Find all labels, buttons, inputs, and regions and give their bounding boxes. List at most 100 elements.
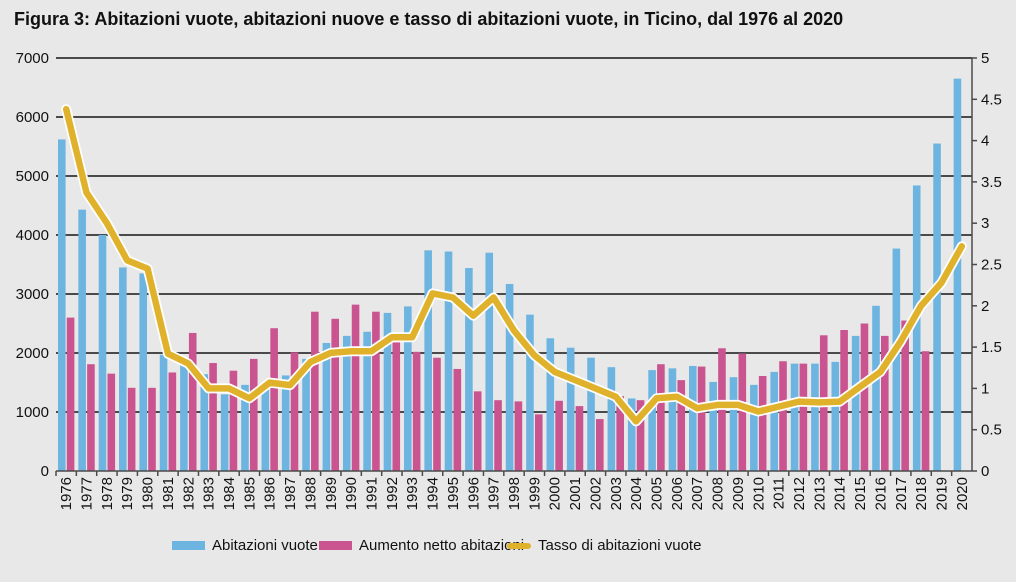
bar-abitazioni-vuote [526,314,534,471]
bar-abitazioni-vuote [220,394,229,471]
x-tick-label: 2011 [771,477,788,509]
x-tick-label: 1997 [486,477,503,510]
bar-aumento-netto [555,400,563,471]
x-tick-label: 2009 [730,477,747,510]
bar-abitazioni-vuote [648,370,656,471]
x-tick-label: 2017 [893,477,910,510]
bar-aumento-netto [657,364,665,471]
bar-aumento-netto [494,400,502,471]
bar-aumento-netto [921,351,930,471]
bar-aumento-netto [433,357,441,471]
bar-aumento-netto [779,361,787,471]
bar-aumento-netto [473,391,482,471]
bar-aumento-netto [758,376,767,471]
x-tick-label: 1978 [99,477,116,510]
bar-abitazioni-vuote [505,283,514,471]
bar-abitazioni-vuote [78,209,86,471]
x-tick-label: 1977 [79,477,96,510]
bar-abitazioni-vuote [566,347,575,471]
right-tick-label: 3 [981,215,989,232]
x-tick-label: 2018 [913,477,930,510]
bar-aumento-netto [616,396,624,471]
chart-title: Figura 3: Abitazioni vuote, abitazioni n… [14,9,844,29]
bar-aumento-netto [677,380,686,471]
bar-abitazioni-vuote [485,252,494,471]
bar-aumento-netto [514,401,523,471]
x-tick-label: 1985 [241,477,258,510]
x-tick-label: 1979 [119,477,136,510]
legend-item-tasso: Tasso di abitazioni vuote [507,537,701,554]
x-tick-label: 1989 [323,477,340,510]
x-tick-label: 2007 [689,477,706,510]
bar-abitazioni-vuote [444,251,453,471]
right-tick-label: 4.5 [981,91,1002,108]
bar-aumento-netto [412,351,421,471]
bar-abitazioni-vuote [546,338,555,471]
left-tick-label: 1000 [16,404,49,421]
x-tick-label: 1984 [221,477,238,510]
bar-aumento-netto [270,328,278,471]
right-tick-label: 5 [981,50,989,67]
bar-abitazioni-vuote [750,384,758,471]
bar-aumento-netto [901,320,909,471]
bars [57,78,962,472]
bar-aumento-netto [697,366,706,471]
bar-abitazioni-vuote [119,267,127,471]
x-tick-label: 2013 [811,477,828,510]
x-tick-label: 2016 [872,477,889,510]
legend-label: Abitazioni vuote [212,537,318,554]
bar-aumento-netto [534,414,543,471]
legend-item-abitazioni-vuote: Abitazioni vuote [172,537,318,554]
bar-aumento-netto [596,419,604,471]
right-tick-label: 1.5 [981,339,1002,356]
bar-abitazioni-vuote [811,363,819,471]
bar-abitazioni-vuote [404,306,412,471]
bar-abitazioni-vuote [627,398,636,471]
bar-aumento-netto [799,363,808,471]
bar-abitazioni-vuote [241,384,249,471]
x-tick-label: 2008 [710,477,727,510]
bar-abitazioni-vuote [668,368,677,471]
x-tick-label: 1998 [506,477,523,510]
x-tick-label: 2002 [587,477,604,510]
bar-abitazioni-vuote [689,365,697,471]
bar-abitazioni-vuote [261,387,270,471]
bar-aumento-netto [453,368,462,471]
left-tick-label: 4000 [16,227,49,244]
x-tick-label: 2019 [933,477,950,510]
left-tick-label: 2000 [16,345,49,362]
bar-abitazioni-vuote [851,335,860,471]
left-tick-label: 3000 [16,286,49,303]
bar-abitazioni-vuote [770,371,779,471]
right-tick-label: 2 [981,298,989,315]
x-tick-label: 1976 [58,477,75,510]
bar-aumento-netto [311,311,319,471]
bar-abitazioni-vuote [953,78,962,472]
bar-aumento-netto [575,406,584,471]
bar-aumento-netto [209,363,217,471]
x-tick-label: 1990 [343,477,360,510]
legend-label: Aumento netto abitazioni [359,537,525,554]
bar-aumento-netto [148,387,156,471]
bar-abitazioni-vuote [790,363,799,471]
bar-abitazioni-vuote [363,331,371,471]
bar-abitazioni-vuote [892,248,901,471]
bar-aumento-netto [107,373,116,471]
bar-aumento-netto [392,342,401,471]
left-tick-label: 7000 [16,50,49,67]
x-tick-label: 1987 [282,477,299,510]
bar-abitazioni-vuote [322,342,331,471]
bar-abitazioni-vuote [607,367,616,471]
bar-aumento-netto [372,311,380,471]
rate-line-path [62,105,966,425]
x-tick-label: 1980 [140,477,157,510]
bar-abitazioni-vuote [465,268,473,471]
bar-abitazioni-vuote [342,335,351,471]
bar-abitazioni-vuote [587,357,595,471]
right-tick-label: 2.5 [981,257,1002,274]
bar-aumento-netto [290,352,299,471]
bar-abitazioni-vuote [709,381,717,471]
x-tick-label: 1981 [160,477,177,510]
bar-aumento-netto [168,372,177,471]
bar-aumento-netto [249,358,258,471]
